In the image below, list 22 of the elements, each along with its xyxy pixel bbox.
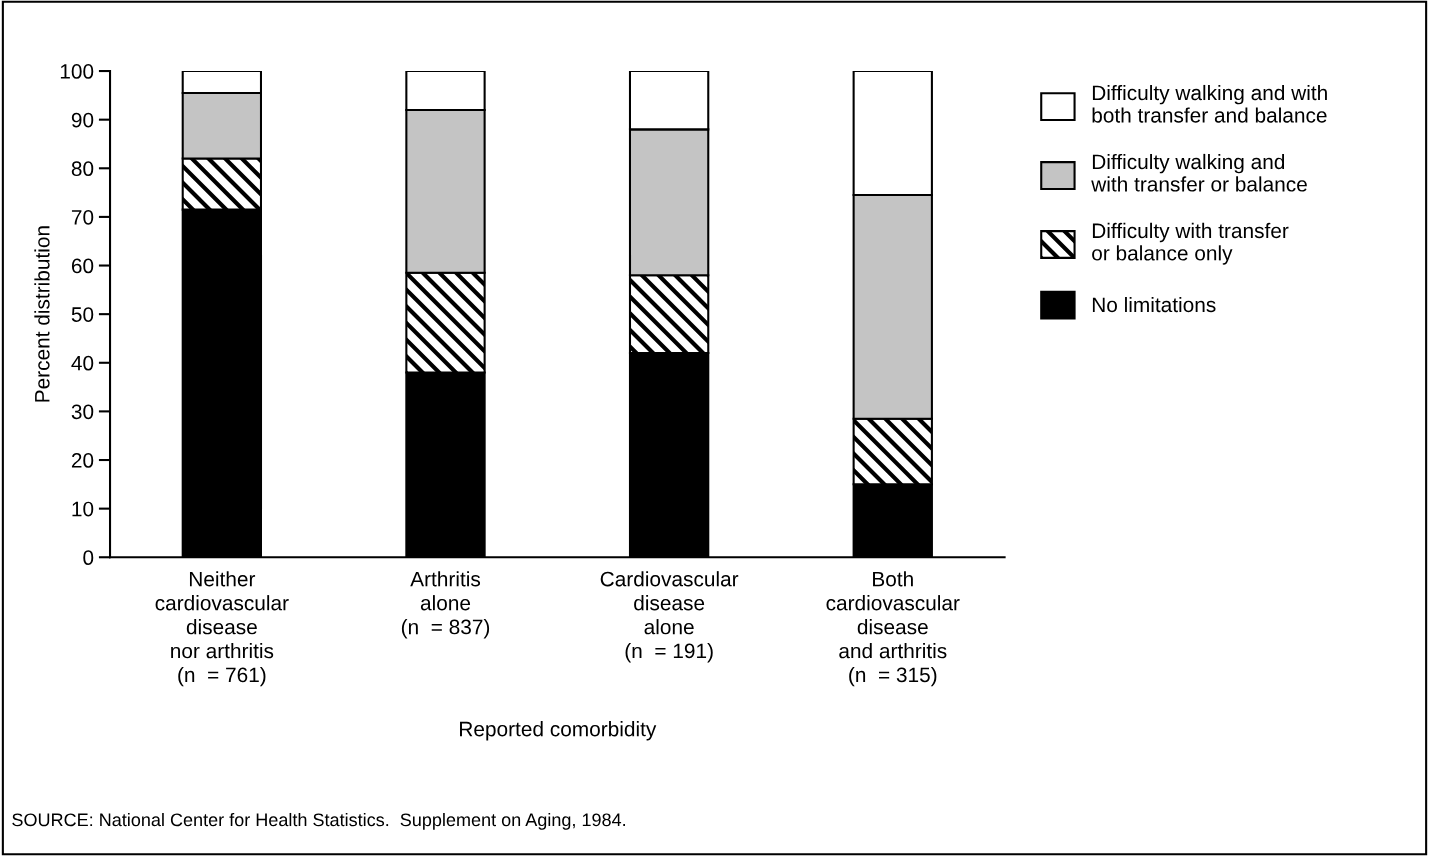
legend-label: No limitations	[1092, 296, 1216, 313]
x-tick-label: Neither cardiovascular disease nor arthritis (n = 761)	[155, 571, 289, 687]
y-tick-label: 90	[71, 112, 94, 128]
x-tick-label: Arthritis alone (n = 837)	[401, 571, 490, 639]
y-axis-title: Percent distribution	[34, 226, 50, 402]
y-tick-label: 50	[71, 307, 94, 322]
x-tick-label: Both cardiovascular disease and arthritis (n = 315)	[826, 571, 960, 687]
y-tick-label: 100	[60, 64, 94, 79]
y-tick-label: 20	[71, 453, 94, 468]
y-tick-label: 30	[71, 404, 94, 420]
x-axis-title: Reported comorbidity	[460, 721, 657, 741]
y-tick-label: 60	[71, 258, 94, 274]
legend-label: Difficulty walking and with both transfer and balance	[1092, 84, 1327, 123]
y-tick-label: 80	[71, 161, 94, 177]
legend-label: Difficulty walking and with transfer or balance	[1091, 153, 1307, 192]
y-tick-label: 70	[71, 209, 94, 225]
legend-label: Difficulty with transfer or balance only	[1092, 222, 1289, 265]
x-tick-label: Cardiovascular disease alone (n = 191)	[600, 571, 739, 663]
y-tick-label: 0	[83, 550, 94, 566]
y-tick-label: 10	[72, 501, 94, 517]
source-note: SOURCE: National Center for Health Statistics. Supplement on Aging, 1984.	[12, 812, 625, 830]
y-tick-label: 40	[71, 355, 94, 371]
